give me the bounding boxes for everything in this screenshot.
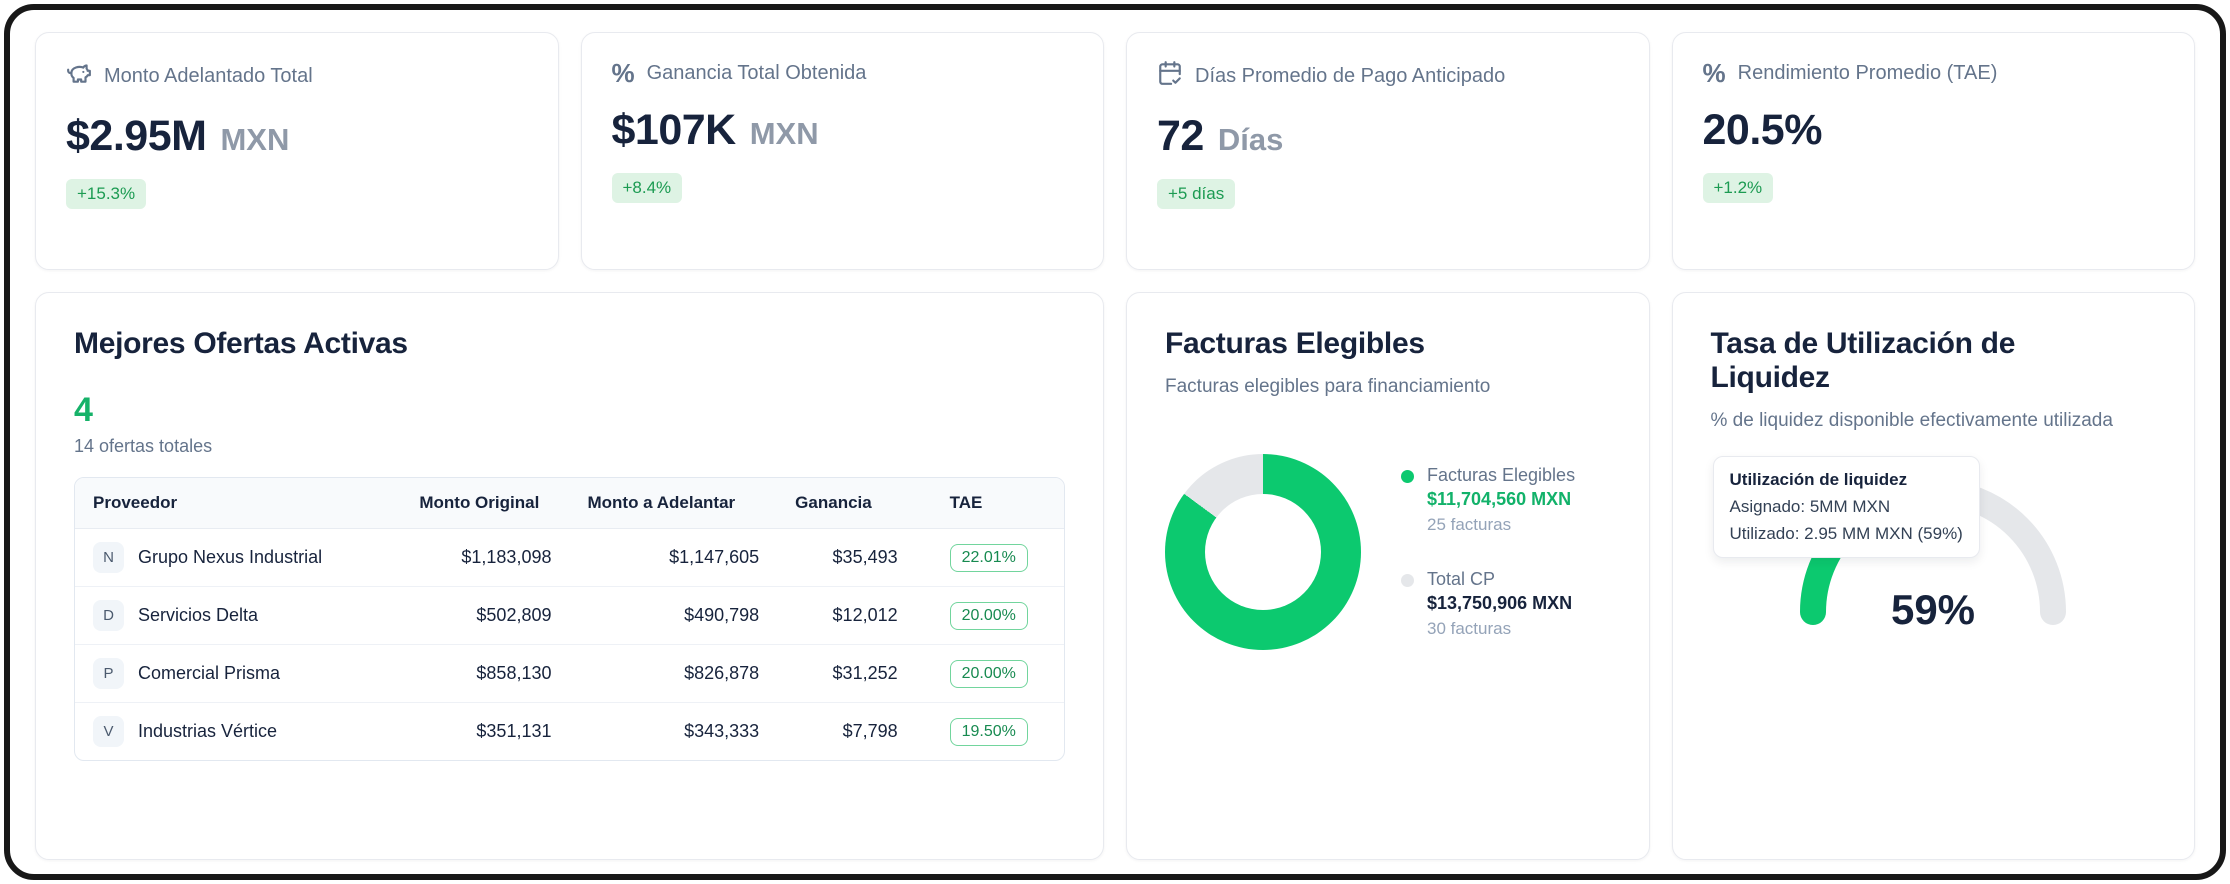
kpi-card-dias-promedio: Días Promedio de Pago Anticipado 72 Días…: [1126, 32, 1650, 270]
kpi-value: 72: [1157, 112, 1204, 160]
panel-facturas-elegibles: Facturas Elegibles Facturas elegibles pa…: [1126, 292, 1650, 860]
tae-badge: 20.00%: [949, 601, 1028, 630]
gauge-center-label: 59%: [1891, 586, 1975, 633]
provider-avatar: P: [93, 658, 124, 689]
table-row[interactable]: D Servicios Delta $502,809 $490,798 $12,0…: [75, 587, 1064, 645]
legend-value: $11,704,560 MXN: [1427, 488, 1572, 509]
monto-original-value: $502,809: [401, 587, 570, 645]
col-header-monto-original: Monto Original: [401, 478, 570, 529]
provider-name: Comercial Prisma: [138, 663, 281, 683]
tae-badge: 20.00%: [949, 659, 1028, 688]
col-header-monto-adelantar: Monto a Adelantar: [569, 478, 778, 529]
monto-adelantar-value: $826,878: [569, 645, 778, 703]
ganancia-value: $31,252: [777, 645, 916, 703]
kpi-card-monto-adelantado: Monto Adelantado Total $2.95M MXN +15.3%: [35, 32, 559, 270]
legend-item-total-cp: Total CP $13,750,906 MXN 30 facturas: [1401, 569, 1575, 639]
kpi-label: Rendimiento Promedio (TAE): [1737, 61, 1998, 84]
percent-icon: %: [611, 58, 635, 88]
piggy-bank-icon: [66, 60, 92, 92]
kpi-label: Ganancia Total Obtenida: [646, 61, 867, 84]
kpi-card-rendimiento-promedio: % Rendimiento Promedio (TAE) 20.5% +1.2%: [1671, 32, 2195, 270]
kpi-value: 20.5%: [1702, 106, 1823, 154]
kpi-delta-badge: +5 días: [1157, 179, 1236, 209]
provider-name: Servicios Delta: [138, 605, 259, 625]
panel-title: Mejores Ofertas Activas: [74, 327, 408, 360]
kpi-suffix: MXN: [220, 122, 290, 157]
calendar-check-icon: [1157, 60, 1183, 92]
tooltip-asignado: Asignado: 5MM MXN: [1729, 496, 1891, 516]
kpi-label: Días Promedio de Pago Anticipado: [1195, 64, 1506, 87]
kpi-suffix: Días: [1217, 122, 1284, 157]
panel-title: Tasa de Utilización de Liquidez: [1710, 327, 2016, 394]
panel-mejores-ofertas: Mejores Ofertas Activas 4 14 ofertas tot…: [35, 292, 1104, 860]
provider-name: Industrias Vértice: [138, 721, 278, 741]
col-header-ganancia: Ganancia: [777, 478, 916, 529]
monto-adelantar-value: $1,147,605: [569, 529, 778, 587]
kpi-value: $107K: [611, 106, 737, 154]
legend-dot-gray: [1401, 573, 1414, 587]
ganancia-value: $12,012: [777, 587, 916, 645]
legend-count: 30 facturas: [1427, 618, 1512, 638]
percent-icon: %: [1702, 58, 1726, 88]
kpi-value: $2.95M: [66, 112, 207, 160]
legend-label: Total CP: [1427, 568, 1496, 589]
gauge-tooltip: Utilización de liquidez Asignado: 5MM MX…: [1712, 455, 1980, 558]
donut-legend: Facturas Elegibles $11,704,560 MXN 25 fa…: [1401, 465, 1575, 639]
active-offers-count: 4: [74, 391, 93, 429]
kpi-suffix: MXN: [749, 116, 819, 151]
provider-avatar: N: [93, 542, 124, 573]
tooltip-utilizado: Utilizado: 2.95 MM MXN (59%): [1729, 523, 1963, 543]
legend-item-elegibles: Facturas Elegibles $11,704,560 MXN 25 fa…: [1401, 465, 1575, 535]
table-row[interactable]: N Grupo Nexus Industrial $1,183,098 $1,14…: [75, 529, 1064, 587]
provider-avatar: V: [93, 716, 124, 747]
monto-original-value: $1,183,098: [401, 529, 570, 587]
col-header-proveedor: Proveedor: [75, 478, 402, 529]
panel-subtitle: Facturas elegibles para financiamiento: [1165, 376, 1491, 397]
offers-table: Proveedor Monto Original Monto a Adelant…: [74, 477, 1065, 761]
monto-adelantar-value: $490,798: [569, 587, 778, 645]
legend-label: Facturas Elegibles: [1427, 464, 1576, 485]
legend-dot-green: [1401, 469, 1414, 483]
tooltip-title: Utilización de liquidez: [1729, 469, 1908, 489]
kpi-delta-badge: +1.2%: [1702, 173, 1774, 203]
tae-badge: 19.50%: [949, 717, 1028, 746]
total-offers-label: 14 ofertas totales: [74, 436, 213, 456]
ganancia-value: $7,798: [842, 721, 898, 741]
dashboard-frame: Monto Adelantado Total $2.95M MXN +15.3%…: [4, 4, 2226, 880]
table-row[interactable]: V Industrias Vértice $351,131 $343,333 $7…: [75, 703, 1064, 760]
tae-badge: 22.01%: [949, 543, 1028, 572]
kpi-delta-badge: +15.3%: [66, 179, 147, 209]
ganancia-value: $35,493: [777, 529, 916, 587]
table-row[interactable]: P Comercial Prisma $858,130 $826,878 $31,…: [75, 645, 1064, 703]
provider-avatar: D: [93, 600, 124, 631]
legend-count: 25 facturas: [1427, 514, 1512, 534]
monto-original-value: $858,130: [401, 645, 570, 703]
kpi-card-ganancia-total: % Ganancia Total Obtenida $107K MXN +8.4…: [580, 32, 1104, 270]
provider-name: Grupo Nexus Industrial: [138, 547, 323, 567]
kpi-delta-badge: +8.4%: [611, 173, 683, 203]
col-header-tae: TAE: [915, 478, 1064, 529]
monto-adelantar-value: $343,333: [684, 721, 760, 741]
legend-value: $13,750,906 MXN: [1427, 592, 1573, 613]
monto-original-value: $351,131: [476, 721, 552, 741]
panel-title: Facturas Elegibles: [1165, 327, 1425, 360]
kpi-label: Monto Adelantado Total: [104, 64, 313, 87]
dashboard-grid: Monto Adelantado Total $2.95M MXN +15.3%…: [10, 10, 2220, 874]
gauge-chart[interactable]: Utilización de liquidez Asignado: 5MM MX…: [1711, 455, 2157, 640]
table-header-row: Proveedor Monto Original Monto a Adelant…: [75, 478, 1064, 529]
panel-tasa-utilizacion: Tasa de Utilización de Liquidez % de liq…: [1671, 292, 2195, 860]
donut-chart[interactable]: [1165, 453, 1361, 650]
panel-subtitle: % de liquidez disponible efectivamente u…: [1710, 410, 2113, 431]
